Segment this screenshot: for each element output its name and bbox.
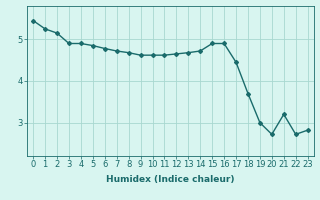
X-axis label: Humidex (Indice chaleur): Humidex (Indice chaleur) <box>106 175 235 184</box>
